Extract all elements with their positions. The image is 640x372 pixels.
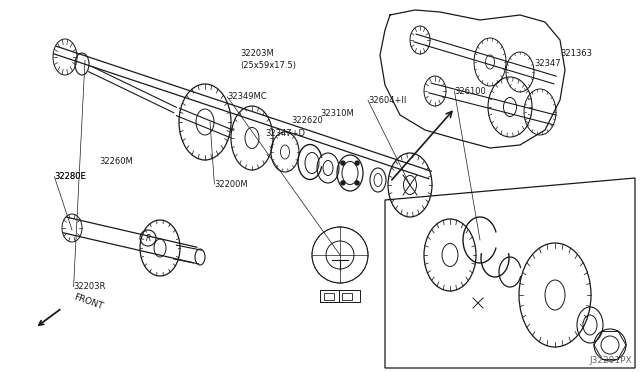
Bar <box>324 293 334 300</box>
Text: 326100: 326100 <box>454 87 486 96</box>
Text: 32347: 32347 <box>534 59 561 68</box>
Circle shape <box>355 161 359 165</box>
Text: 32347+D: 32347+D <box>266 129 305 138</box>
Text: (25x59x17.5): (25x59x17.5) <box>240 61 296 70</box>
Text: 32203M: 32203M <box>240 49 274 58</box>
Text: 32310M: 32310M <box>320 109 354 118</box>
Bar <box>320 290 360 302</box>
Text: 32260M: 32260M <box>99 157 133 166</box>
Text: 322620: 322620 <box>291 116 323 125</box>
Text: 32200M: 32200M <box>214 180 248 189</box>
Text: 32604+II: 32604+II <box>368 96 406 105</box>
Text: FRONT: FRONT <box>72 292 104 311</box>
Text: 32349MC: 32349MC <box>227 92 267 101</box>
Circle shape <box>355 181 359 185</box>
Circle shape <box>341 181 345 185</box>
Text: 32203R: 32203R <box>74 282 106 291</box>
Text: J32201PX: J32201PX <box>589 356 632 365</box>
Bar <box>342 293 352 300</box>
Bar <box>320 290 339 302</box>
Text: R: R <box>145 234 150 243</box>
Circle shape <box>341 161 345 165</box>
Text: 321363: 321363 <box>560 49 592 58</box>
Text: 32280E: 32280E <box>54 172 86 181</box>
Text: 32280E: 32280E <box>54 172 86 181</box>
